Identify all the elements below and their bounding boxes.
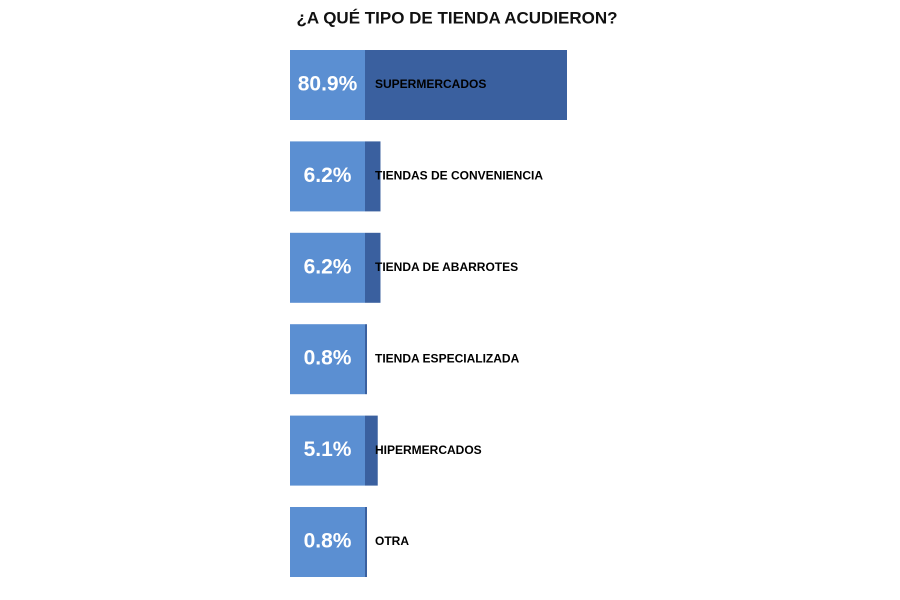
label-box [290,50,365,120]
value-label: 6.2% [304,164,352,187]
value-label: 6.2% [304,255,352,278]
bar [365,324,367,395]
value-label: 5.1% [304,438,352,461]
bar [365,232,381,303]
category-label: TIENDA ESPECIALIZADA [375,351,520,365]
label-box [290,141,365,212]
value-label: 0.8% [304,530,352,553]
label-box [290,324,365,395]
label-box [290,232,365,303]
value-label: 0.8% [304,347,352,370]
category-label: OTRA [375,534,409,548]
label-box [290,507,365,577]
value-label: 80.9% [298,73,358,96]
bar [365,50,567,120]
label-box [290,415,365,486]
category-label: HIPERMERCADOS [375,443,482,457]
chart-title: ¿A QUÉ TIPO DE TIENDA ACUDIERON? [296,8,617,27]
bar [365,141,381,212]
category-label: TIENDA DE ABARROTES [375,260,518,274]
category-label: SUPERMERCADOS [375,77,486,91]
bar [365,415,378,486]
bar [365,507,367,577]
category-label: TIENDAS DE CONVENIENCIA [375,169,543,183]
